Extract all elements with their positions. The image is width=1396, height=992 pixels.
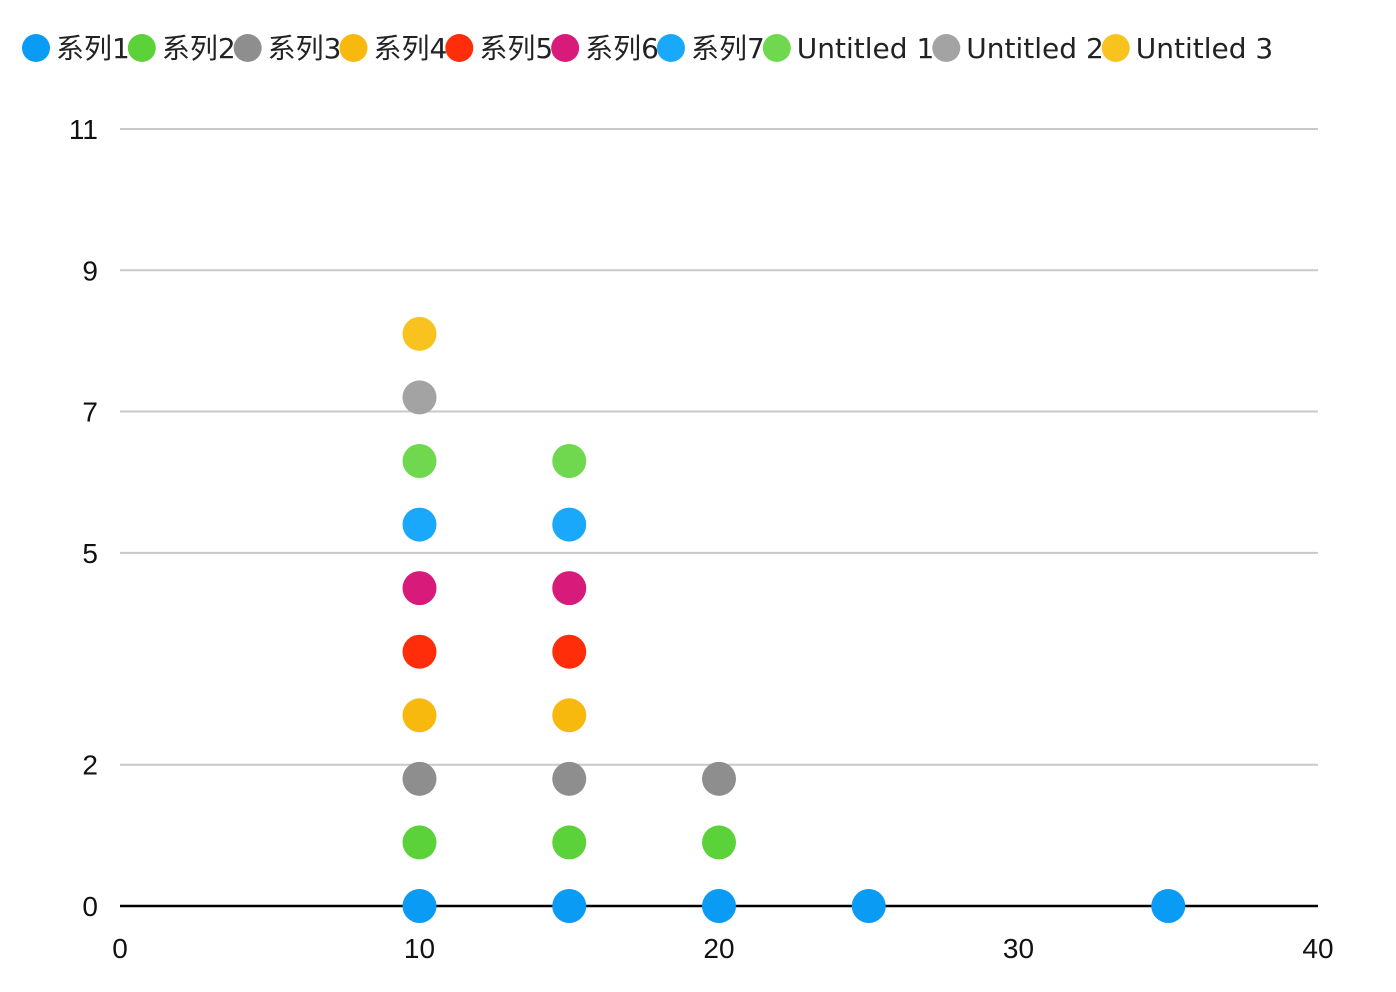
y-tick-label: 9: [82, 255, 98, 286]
x-tick-label: 10: [404, 933, 435, 964]
legend-label: 系列6: [585, 32, 659, 65]
legend-marker: [1101, 34, 1130, 62]
legend-item-series-5: 系列5: [445, 32, 553, 65]
legend-item-series-6: 系列6: [551, 32, 659, 65]
data-point-series-1: [851, 889, 886, 923]
gridlines: [120, 128, 1318, 766]
legend-marker: [932, 34, 961, 62]
legend-marker: [233, 34, 262, 62]
data-point-series-9: [402, 380, 437, 415]
data-point-series-6: [402, 571, 437, 606]
legend-item-series-1: 系列1: [22, 32, 130, 65]
legend-item-series-8: Untitled 1: [762, 32, 934, 65]
legend-marker: [127, 34, 156, 62]
legend-label: 系列7: [691, 32, 765, 65]
legend-marker: [339, 34, 368, 62]
data-point-series-3: [552, 761, 587, 796]
legend-label: 系列4: [373, 32, 447, 65]
data-point-series-7: [552, 507, 587, 542]
data-point-series-2: [552, 825, 587, 860]
legend-label: 系列2: [162, 32, 236, 65]
data-point-series-1: [1151, 889, 1186, 923]
y-tick-label: 7: [82, 397, 98, 428]
x-tick-label: 0: [112, 933, 128, 964]
legend-marker: [445, 34, 474, 62]
legend-label: 系列1: [56, 32, 130, 65]
data-point-series-2: [702, 825, 736, 860]
data-point-series-10: [402, 316, 437, 351]
data-point-series-1: [402, 889, 437, 923]
legend-label: 系列3: [268, 32, 342, 65]
x-tick-label: 30: [1003, 933, 1034, 964]
legend-item-series-3: 系列3: [233, 32, 342, 65]
legend-label: Untitled 3: [1136, 32, 1273, 65]
legend-marker: [551, 34, 580, 62]
data-point-series-1: [552, 889, 587, 923]
legend-marker: [656, 34, 685, 62]
data-point-series-3: [402, 761, 437, 796]
legend-label: 系列5: [479, 32, 553, 65]
legend-label: Untitled 1: [797, 32, 934, 65]
y-tick-label: 5: [82, 538, 98, 569]
y-tick-label: 0: [82, 891, 98, 922]
legend-item-series-7: 系列7: [656, 32, 765, 65]
data-point-series-4: [552, 698, 587, 733]
data-point-series-8: [402, 443, 437, 478]
legend-label: Untitled 2: [966, 32, 1103, 65]
data-point-series-4: [402, 698, 437, 733]
chart-legend: 系列1 系列2 系列3 系列4 系列5 系列6 系列7 Untitled 1 Untitled …: [22, 32, 1273, 65]
data-point-series-5: [402, 634, 437, 669]
data-point-series-2: [402, 825, 437, 860]
y-tick-labels: 0 2 5 7 9 11: [69, 114, 98, 922]
legend-item-series-9: Untitled 2: [932, 32, 1104, 65]
y-tick-label: 11: [69, 114, 98, 145]
x-tick-labels: 0 10 20 30 40: [112, 933, 1333, 964]
data-point-series-1: [702, 889, 736, 923]
legend-item-series-2: 系列2: [127, 32, 236, 65]
data-point-series-3: [702, 761, 736, 796]
x-tick-label: 20: [703, 933, 734, 964]
data-point-series-8: [552, 443, 587, 478]
data-points: [402, 316, 1186, 923]
y-tick-label: 2: [82, 750, 98, 781]
x-tick-label: 40: [1302, 933, 1333, 964]
legend-marker: [762, 34, 791, 62]
data-point-series-5: [552, 634, 587, 669]
legend-marker: [22, 34, 50, 62]
legend-item-series-10: Untitled 3: [1101, 32, 1273, 65]
data-point-series-6: [552, 571, 587, 606]
legend-item-series-4: 系列4: [339, 32, 447, 65]
data-point-series-7: [402, 507, 437, 542]
